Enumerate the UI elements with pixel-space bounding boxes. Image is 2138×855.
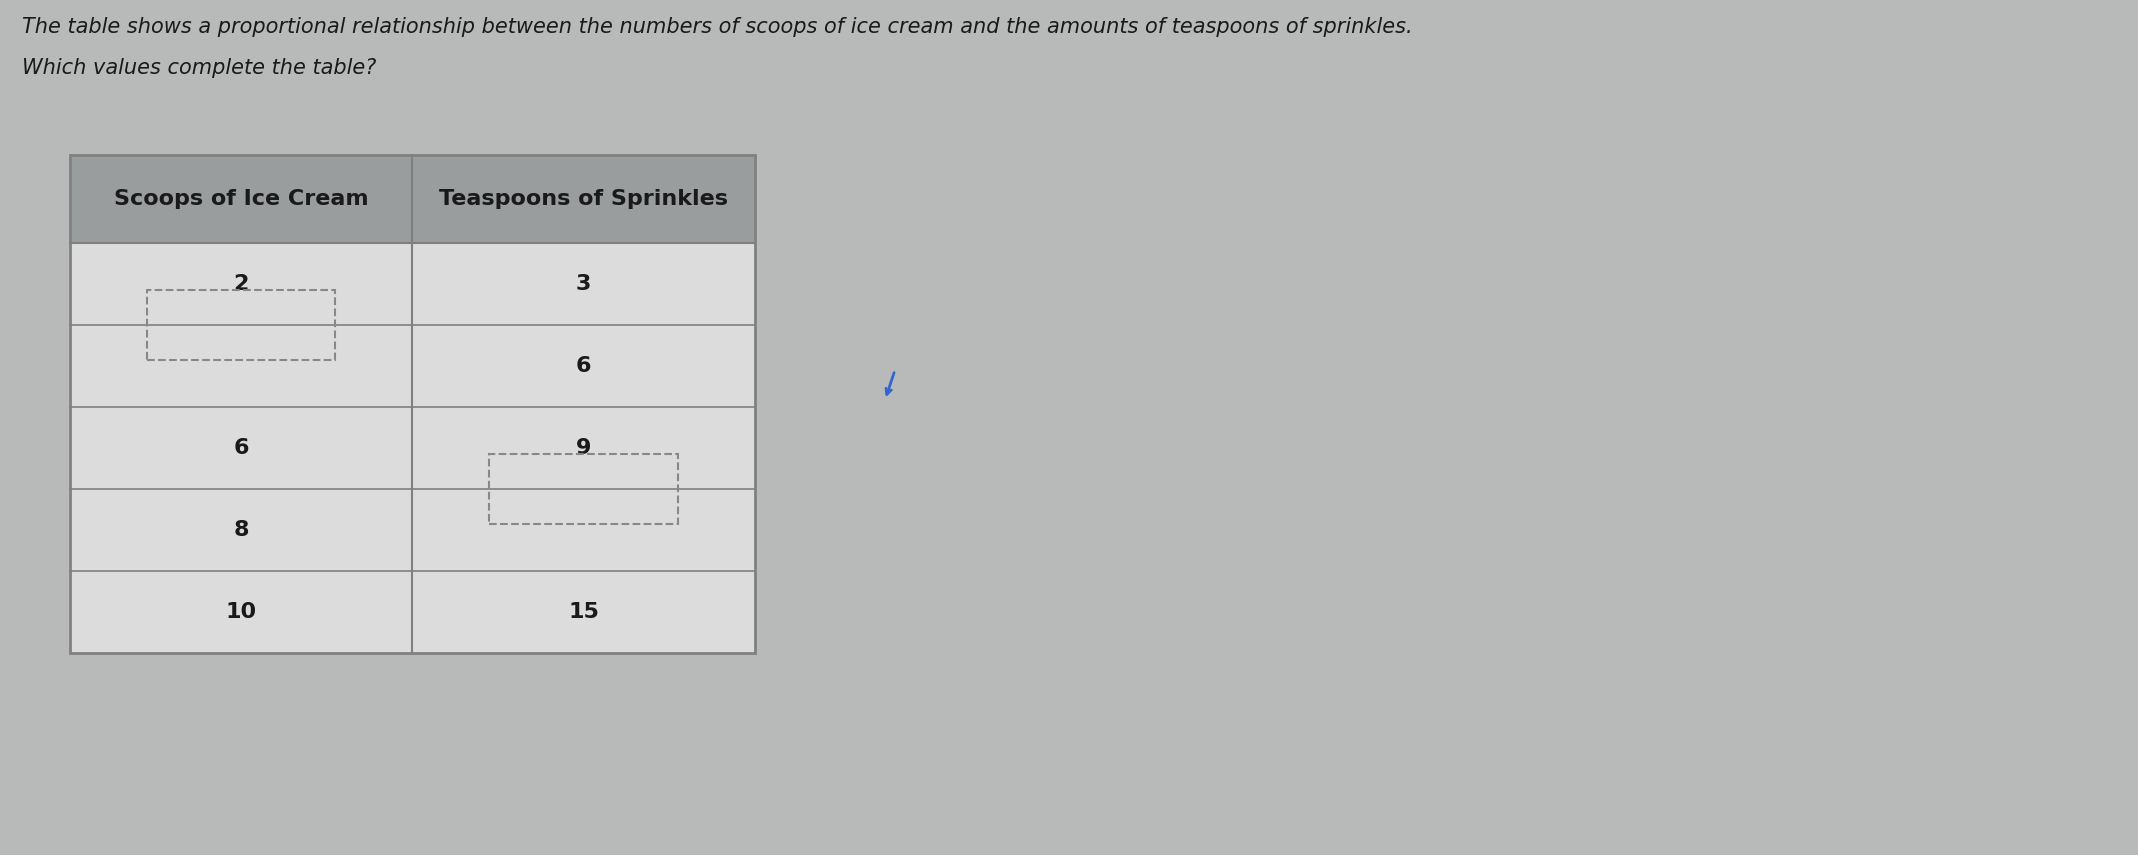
Text: 3: 3	[575, 274, 592, 294]
Bar	[71, 407, 755, 489]
Text: 10: 10	[224, 602, 257, 622]
Bar	[71, 325, 755, 407]
Text: The table shows a proportional relationship between the numbers of scoops of ice: The table shows a proportional relations…	[21, 17, 1413, 37]
Text: 6: 6	[575, 356, 592, 376]
Text: 15: 15	[569, 602, 599, 622]
Bar	[71, 571, 755, 653]
Bar	[71, 489, 755, 571]
Text: Teaspoons of Sprinkles: Teaspoons of Sprinkles	[438, 189, 729, 209]
Text: Scoops of Ice Cream: Scoops of Ice Cream	[113, 189, 368, 209]
Text: 6: 6	[233, 438, 248, 458]
Bar	[71, 155, 755, 653]
Text: 9: 9	[575, 438, 592, 458]
Bar	[490, 454, 678, 524]
Text: 2: 2	[233, 274, 248, 294]
Bar	[71, 155, 755, 243]
Text: 8: 8	[233, 520, 248, 540]
Bar	[71, 243, 755, 325]
Bar	[148, 290, 336, 360]
Text: Which values complete the table?: Which values complete the table?	[21, 58, 376, 78]
